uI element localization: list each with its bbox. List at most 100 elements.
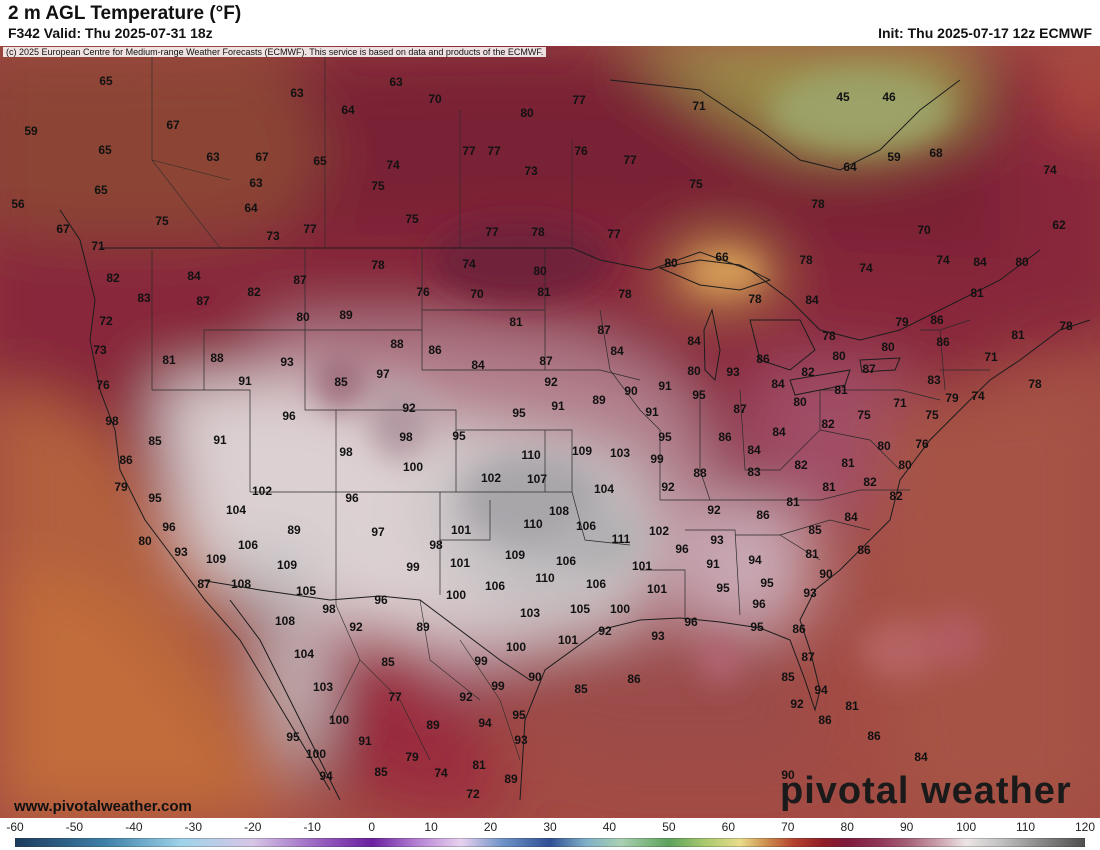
color-scale-tick: -30 (184, 820, 202, 834)
temperature-label: 85 (334, 375, 348, 389)
temperature-label: 101 (632, 559, 652, 573)
temperature-label: 92 (349, 620, 363, 634)
temperature-label: 94 (319, 769, 333, 783)
temperature-label: 77 (303, 222, 317, 236)
temperature-label: 56 (11, 197, 25, 211)
temperature-label: 93 (726, 365, 740, 379)
temperature-label: 88 (693, 466, 707, 480)
temperature-label: 82 (801, 365, 815, 379)
temperature-label: 98 (399, 430, 413, 444)
temperature-label: 75 (155, 214, 169, 228)
valid-time: F342 Valid: Thu 2025-07-31 18z (8, 25, 213, 41)
temperature-label: 93 (280, 355, 294, 369)
temperature-label: 92 (598, 624, 612, 638)
temperature-label: 103 (520, 606, 540, 620)
temperature-label: 84 (772, 425, 786, 439)
temperature-label: 93 (803, 586, 817, 600)
temperature-label: 110 (521, 448, 541, 462)
temperature-label: 80 (687, 364, 701, 378)
init-time: Init: Thu 2025-07-17 12z ECMWF (878, 25, 1092, 41)
temperature-label: 92 (707, 503, 721, 517)
temperature-label: 81 (970, 286, 984, 300)
temperature-label: 81 (1011, 328, 1025, 342)
temperature-label: 83 (927, 373, 941, 387)
temperature-label: 70 (428, 92, 442, 106)
temperature-label: 84 (914, 750, 928, 764)
temperature-label: 63 (290, 86, 304, 100)
color-scale-tick: 110 (1015, 820, 1036, 834)
temperature-label: 95 (658, 430, 672, 444)
hudson-bay-coast (609, 79, 961, 171)
temperature-label: 86 (756, 508, 770, 522)
temperature-label: 86 (857, 543, 871, 557)
temperature-label: 91 (358, 734, 372, 748)
temperature-label: 103 (313, 680, 333, 694)
lake-huron (749, 319, 816, 371)
temperature-label: 106 (485, 579, 505, 593)
temperature-label: 100 (506, 640, 526, 654)
temperature-label: 74 (386, 158, 400, 172)
temperature-label: 67 (255, 150, 269, 164)
temperature-label: 85 (574, 682, 588, 696)
temperature-label: 81 (805, 547, 819, 561)
temperature-label: 98 (429, 538, 443, 552)
color-scale-tick: 120 (1074, 820, 1096, 834)
temperature-label: 65 (313, 154, 327, 168)
temperature-label: 101 (451, 523, 471, 537)
color-scale-tick: 60 (721, 820, 736, 834)
temperature-label: 109 (505, 548, 525, 562)
temperature-label: 104 (594, 482, 614, 496)
temperature-label: 81 (841, 456, 855, 470)
temperature-label: 67 (56, 222, 70, 236)
map-title: 2 m AGL Temperature (°F) (8, 3, 242, 24)
temperature-label: 71 (984, 350, 998, 364)
temperature-label: 68 (929, 146, 943, 160)
temperature-label: 104 (226, 503, 246, 517)
temperature-label: 74 (859, 261, 873, 275)
temperature-label: 74 (936, 253, 950, 267)
temperature-label: 92 (459, 690, 473, 704)
temperature-label: 64 (341, 103, 355, 117)
temperature-label: 77 (485, 225, 499, 239)
temperature-label: 84 (771, 377, 785, 391)
temperature-label: 87 (539, 354, 553, 368)
color-scale-tick: 20 (483, 820, 498, 834)
temperature-label: 85 (781, 670, 795, 684)
temperature-label: 86 (119, 453, 133, 467)
temperature-label: 82 (247, 285, 261, 299)
lake-michigan (703, 308, 721, 382)
temperature-label: 91 (213, 433, 227, 447)
coastline-baja (229, 599, 341, 801)
temperature-label: 103 (610, 446, 630, 460)
temperature-label: 90 (624, 384, 638, 398)
temperature-label: 81 (834, 383, 848, 397)
temperature-label: 73 (266, 229, 280, 243)
temperature-label: 100 (610, 602, 630, 616)
temperature-label: 71 (893, 396, 907, 410)
temperature-label: 81 (845, 699, 859, 713)
temperature-label: 95 (148, 491, 162, 505)
temperature-label: 109 (572, 444, 592, 458)
lake-erie (789, 369, 851, 396)
temperature-label: 85 (374, 765, 388, 779)
temperature-label: 102 (481, 471, 501, 485)
temperature-label: 91 (706, 557, 720, 571)
temperature-label: 76 (96, 378, 110, 392)
website-url[interactable]: www.pivotalweather.com (14, 798, 192, 815)
temperature-label: 87 (801, 650, 815, 664)
temperature-label: 92 (790, 697, 804, 711)
temperature-label: 89 (339, 308, 353, 322)
temperature-label: 62 (1052, 218, 1066, 232)
temperature-label: 82 (863, 475, 877, 489)
temperature-label: 82 (889, 489, 903, 503)
temperature-label: 97 (371, 525, 385, 539)
temperature-label: 73 (93, 343, 107, 357)
temperature-label: 76 (416, 285, 430, 299)
color-scale: -60 -50 -40 -30 -20 -10 0 10 20 30 40 50 60 70 80 90 100… (0, 818, 1100, 850)
temperature-label: 98 (105, 414, 119, 428)
color-scale-tick: 40 (602, 820, 617, 834)
temperature-label: 78 (371, 258, 385, 272)
temperature-label: 90 (781, 768, 795, 782)
temperature-label: 91 (645, 405, 659, 419)
temperature-label: 84 (805, 293, 819, 307)
